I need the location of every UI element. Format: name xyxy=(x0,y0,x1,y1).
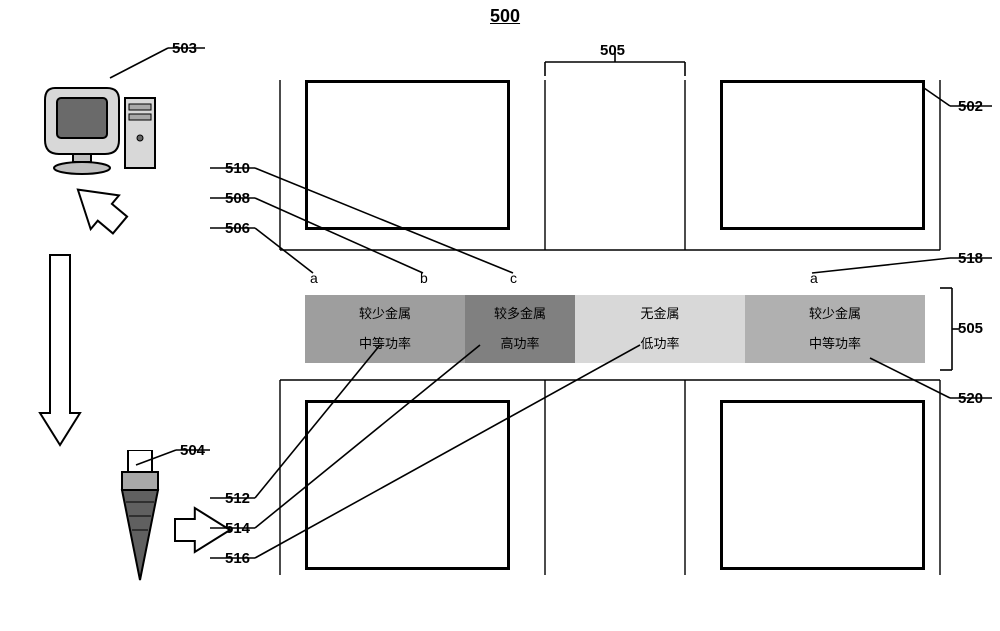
letter-c: c xyxy=(510,270,517,286)
label-518: 518 xyxy=(958,250,983,267)
label-520: 520 xyxy=(958,390,983,407)
segment-1-top: 较少金属 xyxy=(359,305,411,323)
label-505-right: 505 xyxy=(958,320,983,337)
label-508: 508 xyxy=(225,190,250,207)
computer-icon xyxy=(35,78,165,193)
segment-3: 无金属 低功率 xyxy=(575,295,745,363)
segment-2-top: 较多金属 xyxy=(494,305,546,323)
segment-4: 较少金属 中等功率 xyxy=(745,295,925,363)
box-top-right xyxy=(720,80,925,230)
segment-2: 较多金属 高功率 xyxy=(465,295,575,363)
label-514: 514 xyxy=(225,520,250,537)
label-504: 504 xyxy=(180,442,205,459)
label-502: 502 xyxy=(958,98,983,115)
label-512: 512 xyxy=(225,490,250,507)
box-top-left xyxy=(305,80,510,230)
label-503: 503 xyxy=(172,40,197,57)
segment-4-top: 较少金属 xyxy=(809,305,861,323)
box-bottom-left xyxy=(305,400,510,570)
letter-a-1: a xyxy=(310,270,318,286)
label-516: 516 xyxy=(225,550,250,567)
label-506: 506 xyxy=(225,220,250,237)
letter-b: b xyxy=(420,270,428,286)
label-505-top: 505 xyxy=(600,42,625,59)
box-bottom-right xyxy=(720,400,925,570)
segment-2-bottom: 高功率 xyxy=(500,335,539,353)
laser-icon xyxy=(110,450,170,595)
label-510: 510 xyxy=(225,160,250,177)
figure-title: 500 xyxy=(490,6,520,27)
segment-4-bottom: 中等功率 xyxy=(809,335,861,353)
letter-a-2: a xyxy=(810,270,818,286)
segment-3-bottom: 低功率 xyxy=(640,335,679,353)
segment-1: 较少金属 中等功率 xyxy=(305,295,465,363)
segment-1-bottom: 中等功率 xyxy=(359,335,411,353)
segment-3-top: 无金属 xyxy=(640,305,679,323)
